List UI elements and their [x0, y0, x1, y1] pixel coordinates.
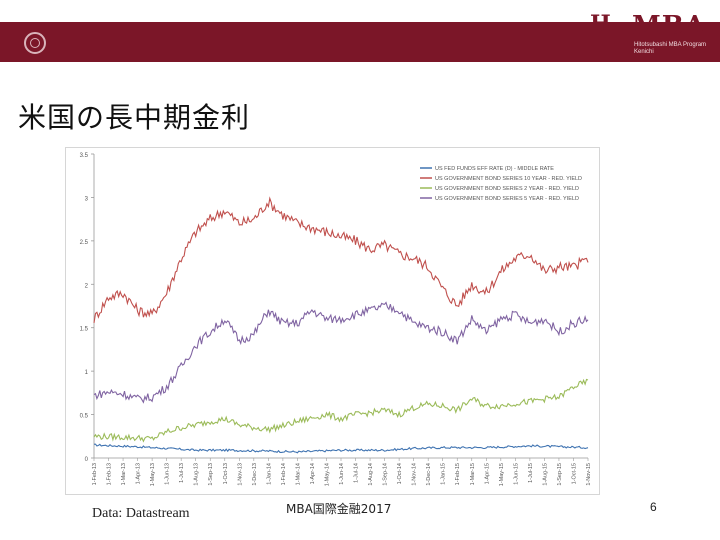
x-tick-label: 1-Apr-15 — [484, 463, 490, 484]
x-tick-label: 1-Sep-14 — [383, 463, 389, 486]
y-tick-label: 2 — [85, 283, 89, 289]
x-tick-label: 1-Oct-13 — [223, 463, 229, 484]
x-tick-label: 1-Sep-13 — [208, 463, 214, 486]
series-line — [93, 196, 589, 323]
y-tick-label: 1.5 — [80, 327, 89, 333]
x-tick-label: 1-Nov-15 — [586, 463, 592, 486]
x-tick-label: 1-Aug-14 — [368, 463, 374, 486]
x-tick-label: 1-Aug-13 — [194, 463, 200, 486]
x-tick-label: 1-Jan-15 — [441, 463, 447, 485]
brand-mark: H — [590, 11, 612, 37]
x-tick-label: 1-Jul-13 — [179, 463, 185, 483]
y-tick-label: 3.5 — [80, 153, 89, 159]
page-number: 6 — [650, 500, 657, 514]
y-tick-label: 2.5 — [80, 240, 89, 246]
legend-label: US GOVERNMENT BOND SERIES 2 YEAR - RED. … — [435, 186, 579, 192]
x-tick-label: 1-Feb-14 — [281, 463, 287, 485]
x-tick-label: 1-Jun-13 — [165, 463, 171, 485]
x-tick-label: 1-Feb-13 — [107, 463, 113, 485]
x-tick-label: 1-Aug-15 — [542, 463, 548, 486]
x-tick-label: 1-May-13 — [150, 463, 156, 486]
x-tick-label: 1-May-14 — [324, 463, 330, 486]
y-tick-label: 0.5 — [80, 414, 89, 420]
x-tick-label: 1-Jun-15 — [513, 463, 519, 485]
y-tick-label: 3 — [85, 196, 89, 202]
brand-subtitle: Hitotsubashi MBA Program Kenichi — [634, 42, 707, 55]
page-title: 米国の長中期金利 — [18, 101, 251, 134]
x-tick-label: 1-Mar-15 — [470, 463, 476, 485]
x-tick-label: 1-Mar-14 — [295, 463, 301, 485]
y-tick-label: 0 — [85, 457, 89, 463]
header-bar — [0, 22, 720, 62]
x-tick-label: 1-Oct-15 — [571, 463, 577, 484]
x-tick-label: 1-May-15 — [499, 463, 505, 486]
footer-course-label: MBA国際金融2017 — [286, 502, 392, 516]
brand-logo: MBA — [632, 11, 706, 41]
x-tick-label: 1-Oct-14 — [397, 463, 403, 484]
x-tick-label: 1-Nov-13 — [237, 463, 243, 486]
series-line — [94, 443, 589, 454]
chart-canvas: 0 0.5 1 1.5 2 2.5 3 3.5 1-Feb-13 1-Feb-13 1-Mar-13… — [80, 153, 592, 486]
x-tick-label: 1-Apr-14 — [310, 463, 316, 484]
x-tick-label: 1-Mar-13 — [121, 463, 127, 485]
y-tick-label: 1 — [85, 370, 89, 376]
x-tick-label: 1-Feb-15 — [455, 463, 461, 485]
series-line — [93, 378, 589, 443]
x-tick-label: 1-Apr-13 — [136, 463, 142, 484]
legend-label: US GOVERNMENT BOND SERIES 5 YEAR - RED. … — [435, 196, 579, 202]
series-line — [93, 301, 589, 404]
data-source-note: Data: Datastream — [92, 506, 190, 521]
x-tick-label: 1-Dec-13 — [252, 463, 258, 486]
x-tick-label: 1-Jul-15 — [528, 463, 534, 483]
legend-label: US FED FUNDS EFF RATE (D) - MIDDLE RATE — [435, 166, 554, 172]
x-tick-label: 1-Jan-14 — [266, 463, 272, 485]
x-tick-label: 1-Sep-15 — [557, 463, 563, 486]
x-tick-label: 1-Dec-14 — [426, 463, 432, 486]
x-tick-label: 1-Jul-14 — [354, 463, 360, 483]
x-tick-label: 1-Feb-13 — [92, 463, 98, 485]
line-chart: 0 0.5 1 1.5 2 2.5 3 3.5 1-Feb-13 1-Feb-13 1-Mar-13… — [65, 147, 600, 495]
x-tick-label: 1-Jun-14 — [339, 463, 345, 485]
x-tick-label: 1-Nov-14 — [412, 463, 418, 486]
university-seal-icon — [24, 32, 46, 54]
legend-label: US GOVERNMENT BOND SERIES 10 YEAR - RED.… — [435, 176, 582, 182]
